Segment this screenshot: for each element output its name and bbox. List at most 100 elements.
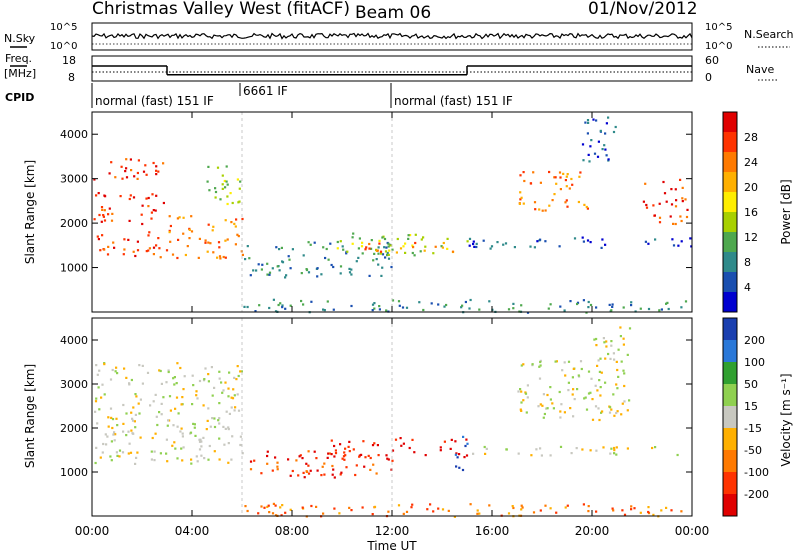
data-cell bbox=[132, 406, 135, 409]
data-cell bbox=[620, 413, 623, 416]
data-cell bbox=[249, 274, 252, 277]
data-cell bbox=[449, 447, 452, 450]
data-cell bbox=[190, 230, 194, 233]
data-cell bbox=[94, 410, 97, 413]
data-cell bbox=[519, 408, 522, 411]
data-cell bbox=[358, 455, 361, 458]
data-cell bbox=[521, 506, 524, 509]
data-cell bbox=[297, 474, 300, 477]
data-cell bbox=[576, 388, 579, 391]
data-cell bbox=[558, 171, 562, 174]
data-cell bbox=[142, 170, 146, 173]
data-cell bbox=[604, 243, 607, 246]
data-cell bbox=[617, 348, 620, 351]
data-cell bbox=[583, 203, 586, 206]
data-cell bbox=[195, 390, 198, 393]
data-cell bbox=[626, 353, 629, 356]
data-cell bbox=[255, 269, 258, 272]
data-cell bbox=[679, 215, 682, 218]
data-cell bbox=[601, 148, 604, 151]
colorbar-swatch bbox=[723, 132, 737, 153]
data-cell bbox=[192, 422, 195, 425]
data-cell bbox=[582, 299, 585, 302]
data-cell bbox=[608, 303, 611, 306]
data-cell bbox=[350, 273, 353, 276]
data-cell bbox=[139, 436, 142, 439]
data-cell bbox=[129, 194, 132, 197]
data-cell bbox=[519, 174, 522, 177]
cpid-segment-1: normal (fast) 151 IF bbox=[95, 94, 214, 108]
data-cell bbox=[268, 511, 271, 514]
data-cell bbox=[554, 176, 557, 179]
data-cell bbox=[147, 234, 150, 237]
data-cell bbox=[575, 447, 578, 450]
data-cell bbox=[298, 455, 301, 458]
data-cell bbox=[188, 228, 191, 231]
data-cell bbox=[248, 257, 251, 260]
data-cell bbox=[266, 450, 269, 453]
data-cell bbox=[628, 399, 631, 402]
data-cell bbox=[358, 454, 361, 457]
data-cell bbox=[439, 449, 442, 452]
data-cell bbox=[223, 179, 226, 183]
data-cell bbox=[233, 222, 236, 225]
data-cell bbox=[469, 503, 472, 506]
data-cell bbox=[512, 506, 515, 510]
data-cell bbox=[639, 511, 642, 514]
data-cell bbox=[223, 443, 226, 446]
data-cell bbox=[99, 249, 102, 252]
data-cell bbox=[620, 360, 623, 363]
data-cell bbox=[461, 304, 464, 307]
data-cell bbox=[141, 222, 144, 226]
data-cell bbox=[612, 393, 615, 396]
colorbar-swatch bbox=[723, 428, 737, 451]
data-cell bbox=[307, 271, 311, 274]
data-cell bbox=[401, 306, 405, 309]
data-cell bbox=[279, 506, 282, 509]
data-cell bbox=[507, 512, 511, 515]
data-cell bbox=[101, 451, 104, 454]
data-cell bbox=[204, 239, 207, 242]
data-cell bbox=[472, 452, 475, 455]
data-cell bbox=[221, 391, 224, 394]
data-cell bbox=[172, 377, 175, 380]
plot-title: Christmas Valley West (fitACF) bbox=[92, 0, 350, 19]
data-cell bbox=[442, 241, 445, 245]
data-cell bbox=[258, 304, 261, 307]
data-cell bbox=[573, 237, 577, 240]
data-cell bbox=[97, 192, 100, 195]
data-cell bbox=[130, 429, 133, 432]
data-cell bbox=[235, 378, 238, 381]
data-cell bbox=[154, 209, 157, 212]
data-cell bbox=[103, 393, 106, 396]
colorbar-tick-label: -200 bbox=[744, 488, 769, 501]
data-cell bbox=[123, 238, 126, 241]
data-cell bbox=[150, 458, 153, 461]
data-cell bbox=[615, 383, 618, 386]
data-cell bbox=[573, 398, 576, 401]
x-tick-label: 20:00 bbox=[575, 524, 610, 538]
data-cell bbox=[553, 176, 556, 179]
data-cell bbox=[549, 507, 552, 510]
colorbar-tick-label: 24 bbox=[744, 156, 758, 169]
data-cell bbox=[595, 306, 598, 309]
colorbar-swatch bbox=[723, 494, 737, 517]
data-cell bbox=[663, 192, 667, 195]
data-cell bbox=[167, 370, 170, 374]
data-cell bbox=[194, 434, 197, 437]
data-cell bbox=[301, 506, 304, 509]
data-cell bbox=[409, 234, 412, 237]
data-cell bbox=[562, 172, 565, 175]
data-cell bbox=[466, 240, 469, 243]
data-cell bbox=[633, 507, 636, 510]
data-cell bbox=[396, 237, 399, 241]
data-cell bbox=[221, 174, 224, 177]
data-cell bbox=[381, 236, 384, 239]
data-cell bbox=[548, 170, 551, 174]
data-cell bbox=[604, 381, 607, 384]
cpid-segment-2: 6661 IF bbox=[243, 84, 288, 98]
data-cell bbox=[113, 439, 116, 442]
data-cell bbox=[226, 238, 229, 241]
data-cell bbox=[381, 266, 384, 269]
data-cell bbox=[160, 382, 163, 385]
